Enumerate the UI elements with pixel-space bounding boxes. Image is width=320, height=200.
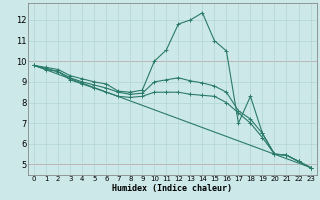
X-axis label: Humidex (Indice chaleur): Humidex (Indice chaleur): [112, 184, 232, 193]
